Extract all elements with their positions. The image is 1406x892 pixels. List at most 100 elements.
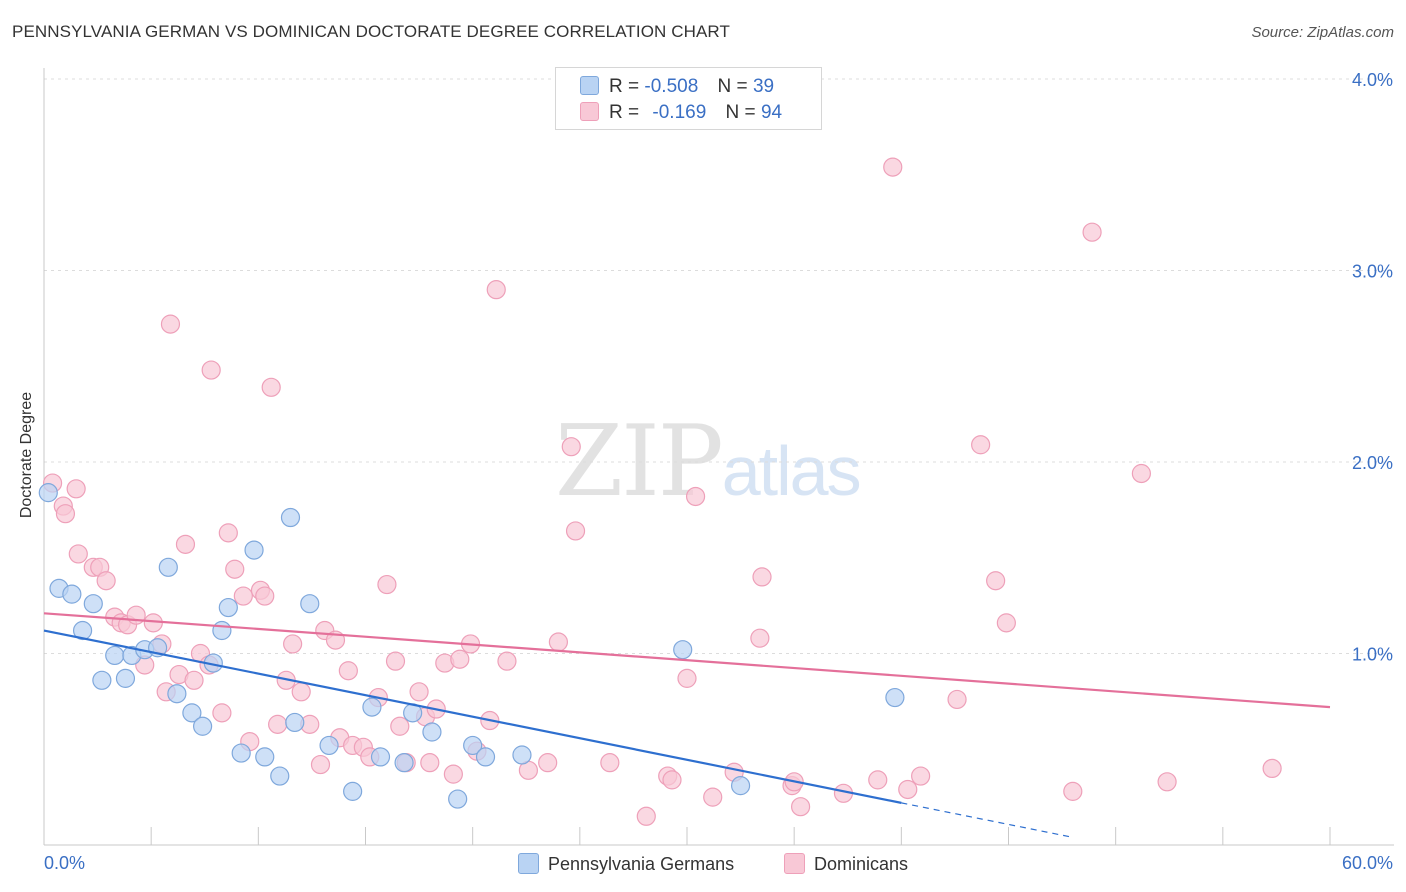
- dominican-point: [443, 764, 463, 784]
- pennsylvania-german-point: [673, 640, 693, 660]
- pennsylvania-german-point: [158, 557, 178, 577]
- pennsylvania-german-point: [885, 687, 905, 708]
- pennsylvania-german-point: [72, 620, 93, 641]
- dominican-point: [662, 770, 682, 790]
- dominican-point: [66, 479, 86, 499]
- pennsylvania-german-point: [182, 703, 202, 723]
- pennsylvania-german-point: [422, 722, 442, 742]
- dominican-point: [883, 157, 903, 177]
- dominican-point: [486, 280, 506, 300]
- legend-r-label: R =: [609, 76, 640, 97]
- legend-r-value: -0.169: [652, 102, 707, 123]
- pennsylvania-german-point: [463, 735, 483, 756]
- dominican-point: [184, 670, 204, 690]
- pennsylvania-german-point: [231, 743, 251, 763]
- pennsylvania-german-point: [319, 735, 339, 756]
- legend-n-label: N =: [725, 102, 756, 123]
- dominican-point: [310, 754, 331, 775]
- legend-r-value: -0.508: [644, 76, 699, 97]
- dominican-point: [752, 567, 772, 587]
- legend-r-label: R =: [609, 102, 640, 123]
- pennsylvania-german-point: [270, 766, 290, 786]
- dominican-point: [160, 314, 181, 334]
- dominican-point: [225, 559, 245, 579]
- dominican-point: [971, 435, 991, 455]
- dominican-point: [212, 703, 232, 723]
- bottom-legend-swatch-pink: [784, 853, 805, 874]
- dominican-point: [143, 613, 163, 633]
- dominican-point: [268, 714, 288, 734]
- pennsylvania-german-point: [115, 668, 136, 688]
- dominican-point: [636, 806, 656, 826]
- dominican-point: [385, 651, 406, 671]
- dominican-point: [1082, 222, 1102, 242]
- dominican-point: [685, 486, 706, 507]
- dominican-point: [790, 797, 811, 817]
- dominican-point: [538, 753, 558, 773]
- bottom-legend-label: Pennsylvania Germans: [548, 854, 735, 874]
- legend-n-value: 39: [752, 76, 775, 97]
- pennsylvania-german-trend-line: [43, 629, 902, 804]
- bottom-legend-pennsylvania-germans: Pennsylvania Germans: [518, 853, 734, 875]
- pennsylvania-german-point: [62, 584, 82, 604]
- dominican-point: [96, 571, 116, 591]
- pennsylvania-german-point: [512, 745, 532, 765]
- dominican-trend-line: [43, 612, 1331, 709]
- dominican-point: [868, 770, 888, 790]
- dominican-point: [233, 586, 253, 606]
- dominican-point: [255, 586, 275, 606]
- watermark-atlas: atlas: [721, 432, 862, 510]
- y-tick-label: 3.0%: [1352, 262, 1393, 282]
- legend-row-pennsylvania-germans: R = -0.508 N = 39: [580, 76, 774, 100]
- dominican-point: [911, 766, 931, 786]
- pennsylvania-german-point: [167, 684, 187, 704]
- dominican-point: [677, 668, 697, 688]
- dominican-point: [703, 787, 723, 807]
- pennsylvania-german-point: [92, 670, 112, 690]
- dominican-point: [1063, 781, 1083, 801]
- y-tick-label: 2.0%: [1352, 453, 1393, 473]
- bottom-legend-label: Dominicans: [814, 854, 909, 874]
- legend-n-value: 94: [760, 102, 783, 123]
- dominican-point: [565, 521, 586, 541]
- pennsylvania-german-point: [83, 594, 103, 614]
- legend-swatch-pink: [580, 102, 599, 121]
- dominican-point: [377, 574, 397, 595]
- x-tick-label: 60.0%: [1342, 853, 1393, 873]
- y-tick-label: 4.0%: [1352, 70, 1393, 90]
- dominican-point: [68, 544, 88, 564]
- dominican-point: [750, 628, 770, 648]
- pennsylvania-german-point: [193, 716, 213, 736]
- bottom-legend-swatch-blue: [518, 853, 539, 874]
- pennsylvania-german-point: [448, 789, 468, 809]
- dominican-point: [898, 779, 918, 800]
- dominican-point: [201, 360, 221, 380]
- pennsylvania-german-point: [475, 747, 496, 767]
- dominican-point: [450, 649, 470, 669]
- pennsylvania-german-point: [343, 781, 363, 801]
- dominican-point: [283, 634, 303, 654]
- dominican-point: [1131, 463, 1151, 484]
- dominican-point: [947, 689, 967, 710]
- pennsylvania-german-point: [255, 747, 275, 767]
- pennsylvania-german-point: [280, 507, 301, 528]
- pennsylvania-german-point: [38, 483, 58, 503]
- chart-title: PENNSYLVANIA GERMAN VS DOMINICAN DOCTORA…: [12, 22, 730, 41]
- dominican-point: [420, 753, 440, 773]
- dominican-point: [409, 682, 429, 702]
- y-tick-label: 1.0%: [1352, 645, 1393, 665]
- bottom-legend-dominicans: Dominicans: [784, 853, 908, 875]
- pennsylvania-german-point: [218, 597, 238, 618]
- dominican-point: [986, 571, 1006, 591]
- pennsylvania-german-point: [370, 747, 391, 767]
- pennsylvania-german-trend-extension: [901, 802, 1073, 838]
- dominican-point: [548, 632, 569, 652]
- dominican-point: [996, 613, 1016, 633]
- dominican-point: [55, 504, 76, 524]
- pennsylvania-german-point: [105, 645, 125, 666]
- pennsylvania-german-point: [212, 620, 232, 641]
- dominican-point: [261, 377, 281, 397]
- pennsylvania-german-point: [394, 753, 414, 773]
- dominican-point: [218, 523, 238, 543]
